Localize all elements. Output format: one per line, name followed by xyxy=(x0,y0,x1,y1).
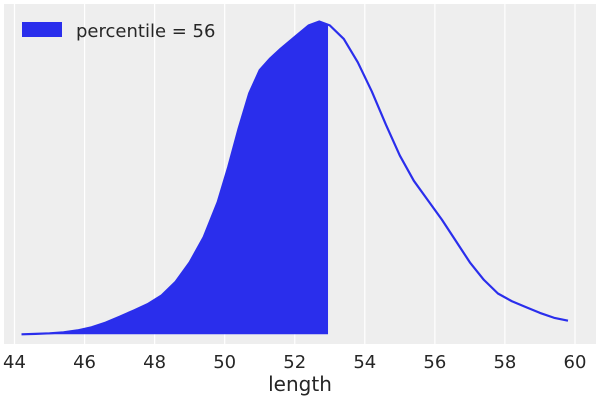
x-axis-label: length xyxy=(268,372,332,396)
x-tick-label: 44 xyxy=(3,352,26,373)
x-tick-label: 48 xyxy=(143,352,166,373)
legend-label: percentile = 56 xyxy=(76,21,215,42)
x-axis-ticks: 44 46 48 50 52 54 56 58 60 xyxy=(3,352,586,373)
density-curve xyxy=(21,20,569,336)
x-tick-label: 46 xyxy=(73,352,96,373)
grid-lines xyxy=(13,4,576,344)
x-tick-label: 56 xyxy=(423,352,446,373)
x-tick-label: 52 xyxy=(283,352,306,373)
x-tick-label: 50 xyxy=(213,352,236,373)
x-tick-label: 58 xyxy=(493,352,516,373)
legend-swatch xyxy=(22,22,62,37)
legend: percentile = 56 xyxy=(22,21,215,42)
shaded-percentile-area xyxy=(21,21,329,335)
x-tick-label: 54 xyxy=(353,352,376,373)
x-tick-label: 60 xyxy=(564,352,587,373)
